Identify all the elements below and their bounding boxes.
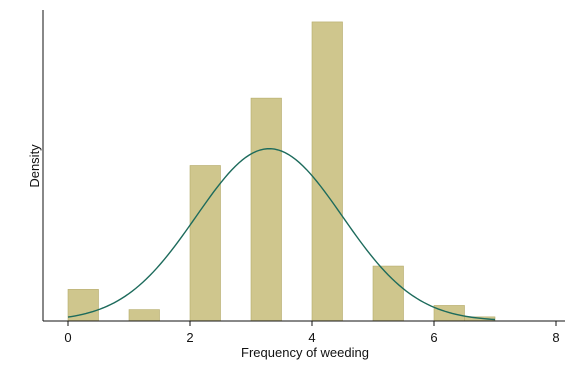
x-tick-label: 8 bbox=[552, 330, 559, 345]
x-tick-label: 2 bbox=[186, 330, 193, 345]
histogram-bar bbox=[128, 309, 160, 322]
x-tick-label: 6 bbox=[430, 330, 437, 345]
normal-density-curve bbox=[67, 148, 496, 321]
histogram-bar bbox=[250, 97, 282, 322]
histogram-bar bbox=[311, 21, 343, 322]
x-ticks: 0 2 4 6 8 bbox=[64, 321, 560, 345]
y-axis-label: Density bbox=[27, 144, 42, 188]
x-tick-label: 0 bbox=[64, 330, 71, 345]
x-tick-label: 4 bbox=[308, 330, 315, 345]
histogram-bar bbox=[189, 165, 221, 322]
bars-layer bbox=[67, 21, 496, 322]
x-axis-label: Frequency of weeding bbox=[241, 345, 369, 360]
